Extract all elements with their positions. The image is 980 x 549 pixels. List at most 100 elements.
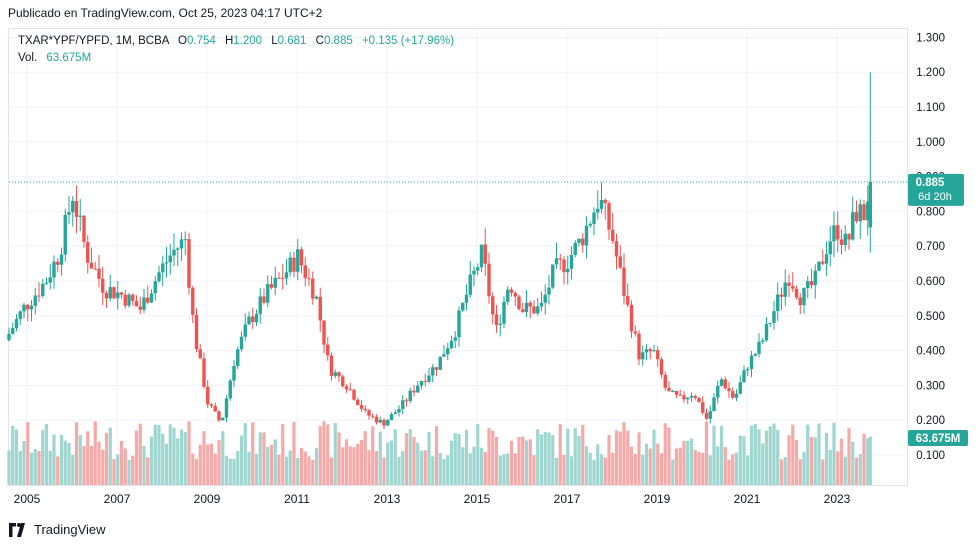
volume-bar — [198, 444, 202, 485]
volume-bar — [809, 436, 814, 485]
volume-bar — [11, 425, 15, 485]
candle-body — [682, 395, 686, 400]
volume-bar — [393, 429, 397, 485]
volume-bar — [157, 424, 161, 485]
volume-bar — [179, 429, 184, 485]
volume-bar — [329, 457, 334, 485]
candle-body — [419, 381, 424, 386]
candle-body — [719, 379, 724, 386]
volume-bar — [656, 443, 660, 485]
volume-bar — [123, 448, 127, 485]
x-tick-label: 2005 — [14, 492, 41, 506]
candle-body — [584, 225, 589, 246]
candle-body — [498, 323, 502, 325]
candle-body — [101, 278, 105, 293]
candle-body — [453, 337, 457, 341]
candlestick-chart[interactable]: 1.3001.2001.1001.0000.9000.8000.7000.600… — [0, 0, 980, 510]
candle-body — [303, 265, 307, 279]
candle-body — [138, 306, 142, 310]
volume-bar — [671, 459, 675, 485]
volume-bar — [52, 434, 56, 485]
candle-body — [262, 296, 266, 303]
candle-body — [618, 256, 622, 268]
volume-bar — [772, 423, 776, 485]
footer-brand[interactable]: TradingView — [8, 522, 106, 537]
volume-bar — [18, 450, 22, 485]
y-tick-label: 1.300 — [916, 32, 945, 44]
candle-body — [862, 204, 866, 221]
candle-body — [693, 396, 697, 398]
volume-bar — [333, 422, 337, 485]
volume-bar — [112, 459, 116, 485]
volume-bar — [281, 423, 285, 485]
volume-bar — [146, 457, 150, 485]
chart-pane[interactable] — [8, 28, 908, 486]
volume-bar — [63, 440, 67, 485]
volume-badge-value: 63.675M — [916, 433, 961, 445]
volume-bar — [472, 446, 476, 485]
candle-body — [179, 239, 184, 249]
x-tick-label: 2015 — [464, 492, 491, 506]
candle-body — [461, 302, 465, 311]
volume-bar — [48, 450, 52, 485]
volume-bar — [438, 452, 442, 485]
volume-bar — [213, 453, 217, 485]
candle-body — [333, 372, 337, 376]
volume-bar — [532, 455, 536, 485]
volume-bar — [277, 454, 281, 485]
candle-body — [123, 294, 127, 306]
volume-bar — [119, 440, 124, 485]
volume-bar — [41, 429, 45, 485]
volume-label: Vol. — [18, 52, 38, 64]
volume-bar — [224, 455, 229, 485]
y-tick-label: 1.100 — [916, 102, 945, 114]
volume-bar — [761, 443, 765, 485]
volume-bar — [269, 444, 274, 485]
candle-body — [764, 324, 769, 341]
candle-body — [404, 400, 409, 402]
candle-body — [652, 350, 656, 352]
candle-body — [787, 282, 791, 287]
volume-bar — [682, 440, 686, 485]
candle-body — [506, 289, 510, 302]
candle-body — [581, 238, 585, 246]
candle-body — [562, 259, 566, 273]
candle-body — [772, 311, 776, 324]
candle-body — [142, 297, 146, 310]
candle-body — [168, 255, 172, 263]
candle-body — [476, 267, 480, 271]
volume-bar — [862, 433, 866, 485]
candle-body — [393, 412, 397, 415]
volume-bar — [138, 423, 142, 485]
volume-badge — [908, 430, 968, 446]
candle-body — [577, 238, 581, 243]
candle-body — [112, 287, 116, 299]
candle-body — [656, 350, 660, 360]
candle-body — [277, 277, 281, 279]
volume-bar — [667, 427, 671, 485]
candle-body — [401, 400, 405, 410]
candle-body — [104, 292, 109, 299]
candle-body — [63, 214, 67, 255]
volume-bar — [296, 457, 300, 485]
candle-body — [836, 225, 840, 240]
volume-bar — [56, 456, 60, 485]
candle-body — [71, 200, 75, 213]
volume-bar — [644, 443, 649, 485]
volume-bar — [749, 425, 754, 485]
volume-bar — [254, 453, 259, 485]
volume-bar — [836, 451, 840, 485]
candle-body — [524, 302, 529, 312]
volume-bar — [723, 447, 727, 485]
volume-bar — [566, 428, 570, 485]
candle-body — [296, 249, 300, 272]
candle-body — [783, 282, 787, 297]
volume-bar — [697, 451, 701, 485]
candle-body — [273, 277, 277, 288]
candle-body — [768, 323, 772, 325]
candle-body — [266, 284, 270, 303]
candle-body — [438, 356, 442, 370]
volume-bar — [536, 429, 540, 485]
candle-body — [86, 241, 90, 263]
y-tick-label: 0.700 — [916, 241, 945, 253]
